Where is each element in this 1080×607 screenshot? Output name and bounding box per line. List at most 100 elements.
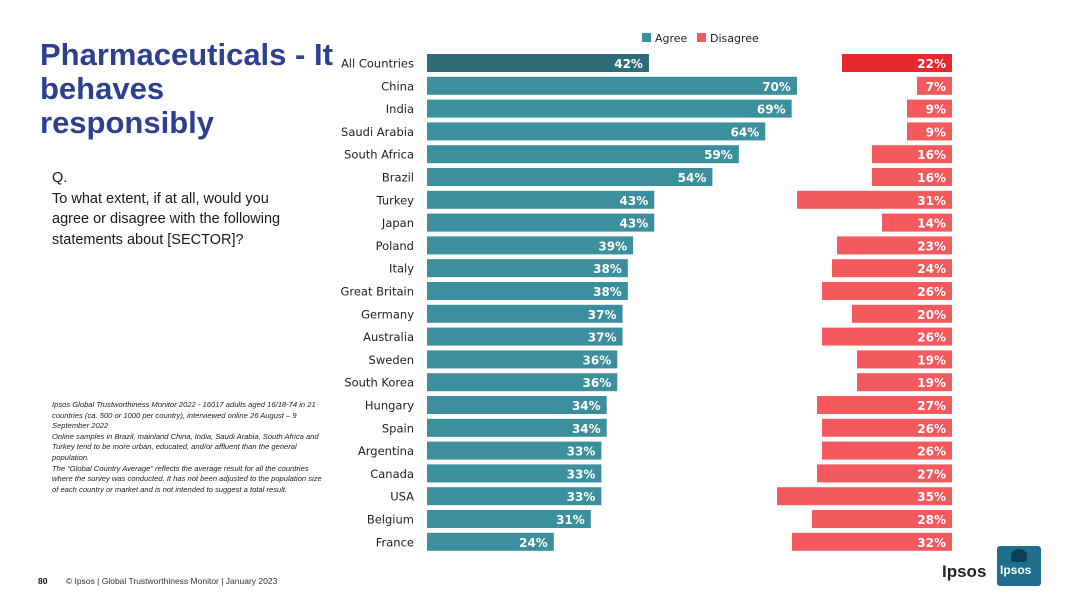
footer-text: © Ipsos | Global Trustworthiness Monitor… xyxy=(65,576,278,586)
page-title: Pharmaceuticals - It behaves responsibly xyxy=(40,37,333,140)
agree-bar-italy xyxy=(427,259,628,278)
agree-value-china: 70% xyxy=(762,80,791,94)
page-number: 80 xyxy=(38,576,48,586)
agree-bar-brazil xyxy=(427,168,713,186)
disagree-value-poland: 23% xyxy=(917,239,946,253)
disagree-value-china: 7% xyxy=(926,80,946,94)
ipsos-logo-text: Ipsos xyxy=(942,562,987,581)
category-label-turkey: Turkey xyxy=(376,193,415,207)
agree-value-sweden: 36% xyxy=(583,353,612,367)
disagree-bar-south-africa xyxy=(872,145,952,164)
legend-label-disagree: Disagree xyxy=(710,32,759,45)
disagree-value-australia: 26% xyxy=(917,331,946,345)
disagree-bar-france xyxy=(792,532,952,551)
disagree-value-all-countries: 22% xyxy=(917,57,946,71)
disagree-value-india: 9% xyxy=(926,103,946,117)
agree-bar-south-korea xyxy=(427,373,618,392)
category-label-japan: Japan xyxy=(381,216,414,230)
question-text: To what extent, if at all, would you agr… xyxy=(52,190,281,248)
agree-bar-turkey xyxy=(427,190,655,209)
question-prefix: Q. xyxy=(52,170,68,186)
disagree-bar-china xyxy=(917,76,952,95)
disagree-bar-hungary xyxy=(817,396,952,414)
disagree-bar-great-britain xyxy=(822,282,952,300)
category-label-spain: Spain xyxy=(382,421,414,435)
disagree-value-great-britain: 26% xyxy=(917,285,946,299)
agree-bar-japan xyxy=(427,213,655,232)
category-label-all-countries: All Countries xyxy=(341,57,414,71)
agree-bar-belgium xyxy=(427,510,591,528)
methodology-note: Ipsos Global Trustworthiness Monitor 202… xyxy=(52,400,327,495)
disagree-value-usa: 35% xyxy=(917,490,946,504)
agree-bar-poland xyxy=(427,236,634,255)
disagree-value-saudi-arabia: 9% xyxy=(926,125,946,139)
disagree-bar-italy xyxy=(832,259,952,278)
disagree-bar-canada xyxy=(817,464,952,483)
disagree-value-spain: 26% xyxy=(917,422,946,436)
agree-value-germany: 37% xyxy=(588,308,617,322)
category-label-belgium: Belgium xyxy=(367,513,414,527)
legend-label-agree: Agree xyxy=(655,32,688,45)
agree-bar-germany xyxy=(427,304,623,323)
logo-mark xyxy=(1011,549,1027,562)
disagree-value-argentina: 26% xyxy=(917,445,946,459)
disagree-bar-all-countries xyxy=(842,54,952,72)
category-label-usa: USA xyxy=(390,490,414,504)
category-label-saudi-arabia: Saudi Arabia xyxy=(341,125,414,139)
disagree-value-sweden: 19% xyxy=(917,353,946,367)
disagree-bar-australia xyxy=(822,327,952,346)
agree-value-canada: 33% xyxy=(567,467,596,481)
disagree-bar-saudi-arabia xyxy=(907,122,952,141)
category-label-hungary: Hungary xyxy=(365,399,414,413)
agree-value-poland: 39% xyxy=(598,239,627,253)
category-label-brazil: Brazil xyxy=(382,171,414,185)
disagree-value-turkey: 31% xyxy=(917,194,946,208)
category-label-south-africa: South Africa xyxy=(344,148,414,162)
category-label-great-britain: Great Britain xyxy=(340,285,414,299)
note-line: Ipsos Global Trustworthiness Monitor 202… xyxy=(52,400,316,431)
disagree-value-south-korea: 19% xyxy=(917,376,946,390)
disagree-value-south-africa: 16% xyxy=(917,148,946,162)
agree-value-india: 69% xyxy=(757,103,786,117)
agree-bar-sweden xyxy=(427,350,618,369)
disagree-value-france: 32% xyxy=(917,536,946,550)
category-label-canada: Canada xyxy=(370,467,414,481)
agree-value-south-africa: 59% xyxy=(704,148,733,162)
disagree-value-hungary: 27% xyxy=(917,399,946,413)
category-label-italy: Italy xyxy=(389,262,414,276)
disagree-bar-turkey xyxy=(797,190,952,209)
disagree-value-italy: 24% xyxy=(917,262,946,276)
agree-bar-argentina xyxy=(427,441,602,460)
legend-swatch-disagree xyxy=(697,33,706,42)
agree-value-belgium: 31% xyxy=(556,513,585,527)
disagree-bar-japan xyxy=(882,213,952,232)
disagree-bar-spain xyxy=(822,418,952,437)
legend-swatch-agree xyxy=(642,33,651,42)
agree-value-argentina: 33% xyxy=(567,445,596,459)
category-label-india: India xyxy=(386,102,414,116)
agree-bar-great-britain xyxy=(427,282,628,300)
logo-badge-word: Ipsos xyxy=(1000,563,1032,577)
disagree-bar-usa xyxy=(777,487,952,506)
agree-bar-france xyxy=(427,532,554,551)
category-label-germany: Germany xyxy=(361,307,414,321)
disagree-value-germany: 20% xyxy=(917,308,946,322)
category-label-south-korea: South Korea xyxy=(344,376,414,390)
agree-value-great-britain: 38% xyxy=(593,285,622,299)
agree-value-france: 24% xyxy=(519,536,548,550)
note-line: Online samples in Brazil, mainland China… xyxy=(52,431,319,462)
disagree-bar-poland xyxy=(837,236,952,255)
disagree-value-japan: 14% xyxy=(917,217,946,231)
agree-bar-saudi-arabia xyxy=(427,122,766,141)
agree-bar-canada xyxy=(427,464,602,483)
agree-value-saudi-arabia: 64% xyxy=(731,125,760,139)
agree-value-brazil: 54% xyxy=(678,171,707,185)
category-label-china: China xyxy=(381,79,414,93)
agree-bar-hungary xyxy=(427,396,607,414)
note-line: The “Global Country Average” reflects th… xyxy=(52,463,322,494)
category-label-argentina: Argentina xyxy=(358,444,414,458)
agree-bar-all-countries xyxy=(427,54,649,72)
agree-bar-australia xyxy=(427,327,623,346)
agree-bar-usa xyxy=(427,487,602,506)
